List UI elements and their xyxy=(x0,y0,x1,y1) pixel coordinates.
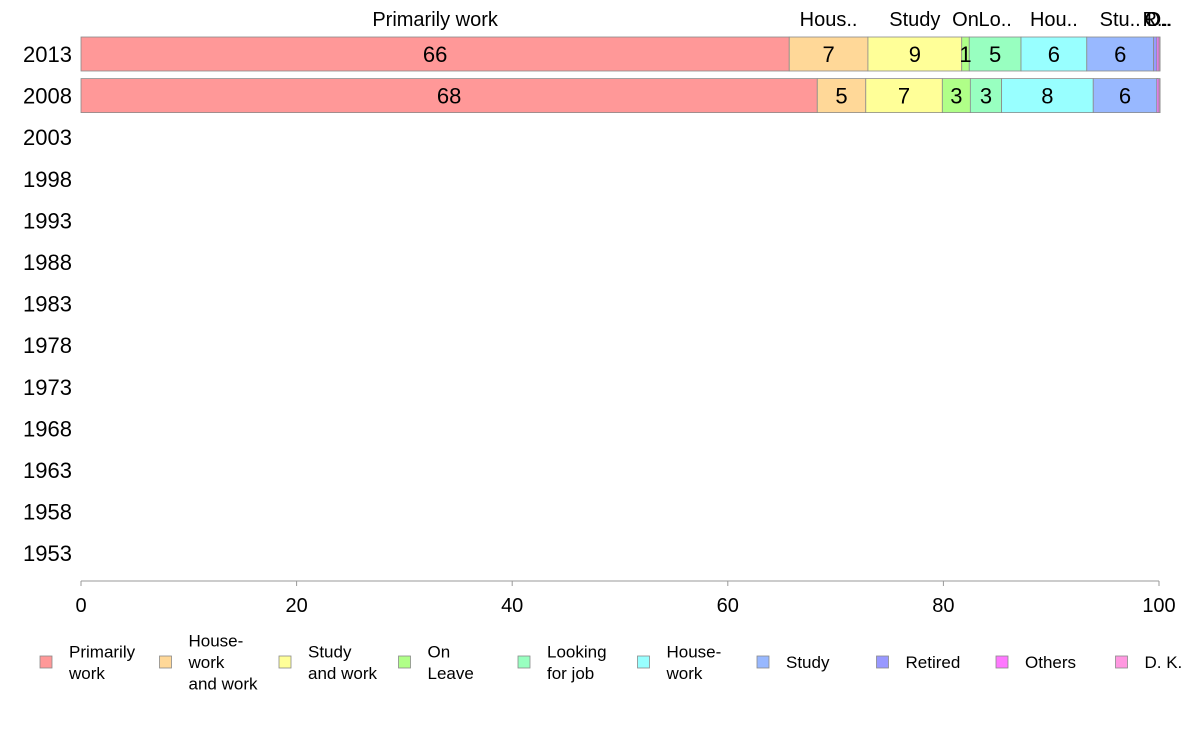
legend-label: Leave xyxy=(428,664,474,683)
y-tick-label: 1968 xyxy=(23,416,72,441)
bar-value-label: 6 xyxy=(1119,84,1131,109)
legend-label: work xyxy=(188,653,225,672)
series-top-label: D.. xyxy=(1147,9,1173,31)
bar-value-label: 6 xyxy=(1048,42,1060,67)
y-tick-label: 1998 xyxy=(23,167,72,192)
bar-segment xyxy=(941,78,971,113)
bar-value-label: 5 xyxy=(835,84,847,109)
bar-value-label: 66 xyxy=(423,42,447,67)
series-top-label: Hou.. xyxy=(1030,9,1078,31)
bar-segment xyxy=(80,78,818,113)
legend-swatch xyxy=(637,655,650,669)
bar-segment xyxy=(1020,36,1088,72)
legend-swatch xyxy=(39,655,53,669)
bar-segment xyxy=(1153,36,1158,72)
series-top-label: O.. xyxy=(1145,9,1172,31)
x-tick-label: 80 xyxy=(932,595,954,617)
bar-segment xyxy=(1086,36,1155,72)
bar-value-label: 8 xyxy=(1041,84,1053,109)
legend-label: House- xyxy=(189,632,244,651)
legend-label: Study xyxy=(786,653,830,672)
legend-label: D. K. xyxy=(1145,653,1183,672)
legend-swatch xyxy=(995,655,1009,669)
y-tick-label: 1993 xyxy=(23,208,72,233)
bar-value-label: 7 xyxy=(898,84,910,109)
bar-value-label: 3 xyxy=(950,84,962,109)
bar-value-label: 3 xyxy=(980,84,992,109)
series-top-label: Lo.. xyxy=(978,9,1011,31)
legend-swatch xyxy=(159,655,172,669)
legend-swatch xyxy=(278,655,292,669)
bar-segment xyxy=(80,36,790,72)
y-tick-label: 1953 xyxy=(23,541,72,566)
legend-label: Others xyxy=(1025,653,1076,672)
legend-swatch xyxy=(517,655,531,669)
legend-label: and work xyxy=(308,664,377,683)
x-tick-label: 40 xyxy=(501,595,523,617)
legend-label: Primarily xyxy=(69,642,136,661)
legend-label: Looking xyxy=(547,642,607,661)
y-tick-label: 2008 xyxy=(23,84,72,109)
legend-label: work xyxy=(666,664,703,683)
x-axis: 0 20 40 60 80 100 xyxy=(75,580,1176,617)
y-tick-label: 1978 xyxy=(23,333,72,358)
bar-segment xyxy=(1001,78,1094,113)
bar-segment xyxy=(1092,78,1158,113)
legend-label: for job xyxy=(547,664,594,683)
series-top-label: R.. xyxy=(1142,9,1168,31)
legend: Primarily work House-work and work Study and … xyxy=(39,632,1183,694)
bar-value-labels: 66 7 9 1 5 6 668 5 7 3 3 8 6 xyxy=(423,42,1131,109)
bar-segment xyxy=(1158,36,1161,72)
y-tick-label: 1973 xyxy=(23,375,72,400)
bar-value-label: 6 xyxy=(1114,42,1126,67)
legend-label: On xyxy=(428,642,451,661)
legend-label: work xyxy=(68,664,105,683)
legend-label: and work xyxy=(189,675,258,694)
y-tick-label: 2003 xyxy=(23,125,72,150)
series-top-label: On xyxy=(952,9,979,31)
series-top-label: Stu.. xyxy=(1100,9,1141,31)
series-top-label: Primarily work xyxy=(372,9,499,31)
bar-segment xyxy=(865,78,943,113)
y-tick-label: 1983 xyxy=(23,292,72,317)
bar-value-label: 7 xyxy=(822,42,834,67)
y-axis: 2013 2008 2003 1998 1993 1988 1983 1978 1973 1968… xyxy=(23,42,72,566)
x-tick-label: 60 xyxy=(717,595,739,617)
bar-segment xyxy=(867,36,963,72)
legend-swatch xyxy=(398,655,411,669)
legend-swatch xyxy=(1115,655,1128,669)
y-tick-label: 1963 xyxy=(23,458,72,483)
series-top-label: Hous.. xyxy=(800,9,858,31)
bar-segment xyxy=(969,78,1003,113)
top-segment-labels: Primarily work Hous.. Study On Lo.. Hou.. Stu.… xyxy=(372,9,1172,31)
x-tick-label: 0 xyxy=(75,595,86,617)
legend-label: House- xyxy=(667,642,722,661)
bar-segment xyxy=(816,78,867,113)
y-tick-label: 1958 xyxy=(23,500,72,525)
legend-swatch xyxy=(756,655,770,669)
bar-value-label: 68 xyxy=(437,84,461,109)
legend-swatch xyxy=(876,655,889,669)
x-tick-label: 100 xyxy=(1142,595,1175,617)
bars xyxy=(80,36,1161,113)
bar-value-label: 1 xyxy=(959,42,971,67)
legend-label: Study xyxy=(308,642,352,661)
x-tick-label: 20 xyxy=(285,595,307,617)
series-top-label: Study xyxy=(889,9,940,31)
legend-label: Retired xyxy=(906,653,961,672)
y-tick-label: 1988 xyxy=(23,250,72,275)
bar-value-label: 9 xyxy=(909,42,921,67)
bar-segment xyxy=(1158,78,1161,113)
y-tick-label: 2013 xyxy=(23,42,72,67)
bar-value-label: 5 xyxy=(989,42,1001,67)
